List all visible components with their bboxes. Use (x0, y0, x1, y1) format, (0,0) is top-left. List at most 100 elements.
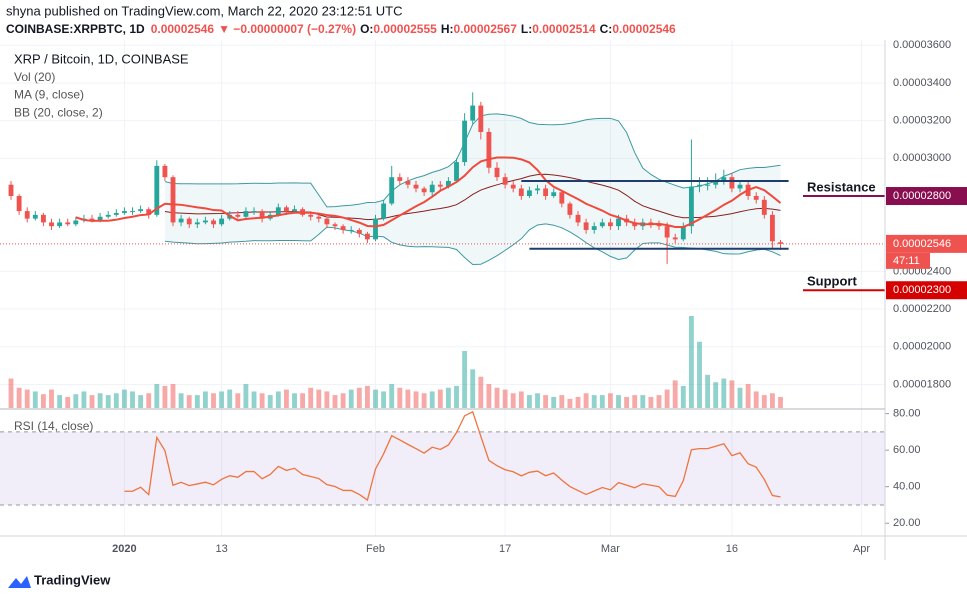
candle-body (24, 211, 30, 219)
volume-bar (186, 395, 192, 408)
volume-bar (202, 391, 208, 408)
volume-bar (138, 395, 144, 408)
volume-bar (486, 384, 492, 408)
candle-body (721, 177, 727, 181)
candle-body (235, 214, 241, 217)
candle-body (672, 237, 678, 240)
candle-body (405, 180, 411, 185)
volume-bar (194, 395, 200, 408)
candle-body (494, 167, 500, 178)
rsi-tick-label: 60.00 (893, 444, 921, 456)
volume-bar (616, 395, 621, 408)
volume-bar (348, 389, 354, 408)
marker-text: Resistance (807, 179, 876, 194)
candle-body (121, 211, 127, 213)
y-tick-label: 0.00003400 (893, 77, 951, 89)
y-tick-label: 0.00003200 (893, 115, 951, 127)
volume-bar (656, 395, 662, 408)
volume-bar (49, 389, 54, 408)
rsi-tick-label: 40.00 (893, 481, 921, 493)
candle-body (381, 203, 387, 219)
x-tick-label: 17 (499, 543, 511, 555)
volume-bar (632, 395, 638, 408)
volume-bar (89, 395, 95, 408)
candle-body (308, 214, 314, 217)
candle-body (138, 209, 144, 212)
x-tick-label: 2020 (112, 543, 136, 555)
volume-bar (761, 395, 767, 408)
h-label: H: (441, 22, 454, 36)
marker-box (886, 187, 967, 206)
candle-body (705, 184, 711, 186)
volume-bar (648, 396, 654, 408)
candle-body (551, 192, 557, 197)
volume-bar (688, 316, 694, 408)
candle-body (178, 218, 184, 223)
volume-bar (292, 393, 297, 408)
volume-bar (121, 389, 127, 408)
candle-body (437, 184, 443, 187)
volume-bar (40, 394, 46, 408)
candle-body (162, 165, 168, 178)
volume-bar (575, 396, 581, 408)
volume-bar (300, 393, 306, 408)
rsi-tick-label: 80.00 (893, 408, 921, 420)
candle-body (778, 242, 783, 244)
candle-body (332, 224, 338, 227)
x-tick-label: 16 (726, 543, 738, 555)
candle-body (664, 226, 670, 238)
volume-bar (478, 376, 484, 408)
legend-entry: BB (20, close, 2) (14, 105, 103, 119)
candle-body (445, 180, 451, 187)
volume-bar (624, 396, 630, 408)
candle-body (632, 222, 638, 227)
ma-line (75, 156, 782, 229)
volume-bar (502, 389, 508, 408)
volume-bar (737, 387, 743, 408)
o: 0.00002555 (373, 22, 437, 36)
volume-bar (146, 393, 152, 408)
volume-bar (316, 389, 322, 408)
candle-body (97, 216, 103, 221)
candle-body (32, 214, 38, 219)
volume-bar (721, 378, 727, 408)
countdown: 47:11 (893, 255, 920, 267)
rsi-tick-label: 20.00 (893, 517, 921, 529)
volume-bar (81, 391, 87, 408)
h: 0.00002567 (454, 22, 518, 36)
volume-bar (16, 387, 22, 408)
logo (8, 576, 31, 588)
volume-bar (510, 393, 516, 408)
volume-bar (462, 350, 468, 408)
candle-body (73, 220, 79, 225)
c-label: C: (600, 22, 613, 36)
volume-bar (551, 396, 557, 408)
x-tick-label: Apr (853, 543, 870, 555)
y-tick-label: 0.00002200 (893, 303, 951, 315)
candle-body (389, 177, 395, 204)
candle-body (680, 226, 686, 240)
volume-bar (680, 385, 686, 408)
volume-bar (769, 393, 775, 408)
volume-bar (664, 389, 670, 408)
volume-bar (672, 380, 678, 408)
volume-bar (429, 391, 435, 408)
rsi-line (124, 410, 781, 502)
bb-fill (164, 113, 781, 265)
volume-bar (535, 393, 540, 408)
candle-body (316, 216, 322, 219)
change: ▼ −0.00000007 (−0.27%) (218, 22, 356, 36)
candle-body (462, 120, 468, 163)
marker-box (886, 281, 967, 300)
candle-body (478, 105, 484, 132)
y-tick-label: 0.00001800 (893, 378, 951, 390)
symbol-line: COINBASE:XRPBTC, 1D 0.00002546 ▼ −0.000000… (6, 22, 676, 36)
volume-bar (413, 391, 419, 408)
rsi-band (0, 431, 885, 505)
candle-body (713, 180, 719, 185)
volume-bar (154, 384, 160, 408)
volume-bar (332, 395, 338, 408)
volume-bar (397, 387, 403, 408)
